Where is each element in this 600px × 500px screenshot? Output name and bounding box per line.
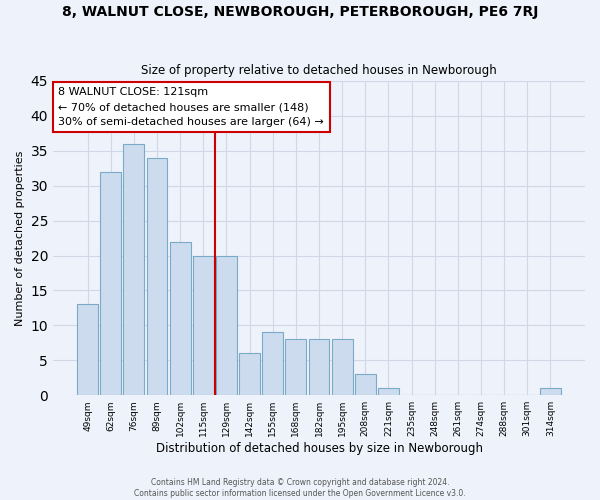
Text: 8, WALNUT CLOSE, NEWBOROUGH, PETERBOROUGH, PE6 7RJ: 8, WALNUT CLOSE, NEWBOROUGH, PETERBOROUG… xyxy=(62,5,538,19)
Bar xyxy=(286,340,306,395)
Bar xyxy=(308,340,329,395)
Bar xyxy=(77,304,98,395)
Text: Contains HM Land Registry data © Crown copyright and database right 2024.
Contai: Contains HM Land Registry data © Crown c… xyxy=(134,478,466,498)
Bar xyxy=(170,242,191,395)
Y-axis label: Number of detached properties: Number of detached properties xyxy=(15,150,25,326)
Bar xyxy=(216,256,237,395)
Bar xyxy=(378,388,399,395)
Bar xyxy=(540,388,561,395)
Bar xyxy=(355,374,376,395)
Bar xyxy=(100,172,121,395)
Bar xyxy=(262,332,283,395)
Title: Size of property relative to detached houses in Newborough: Size of property relative to detached ho… xyxy=(141,64,497,77)
Bar xyxy=(332,340,353,395)
Bar xyxy=(193,256,214,395)
X-axis label: Distribution of detached houses by size in Newborough: Distribution of detached houses by size … xyxy=(155,442,482,455)
Bar xyxy=(239,354,260,395)
Bar xyxy=(146,158,167,395)
Text: 8 WALNUT CLOSE: 121sqm
← 70% of detached houses are smaller (148)
30% of semi-de: 8 WALNUT CLOSE: 121sqm ← 70% of detached… xyxy=(58,87,324,127)
Bar xyxy=(124,144,145,395)
